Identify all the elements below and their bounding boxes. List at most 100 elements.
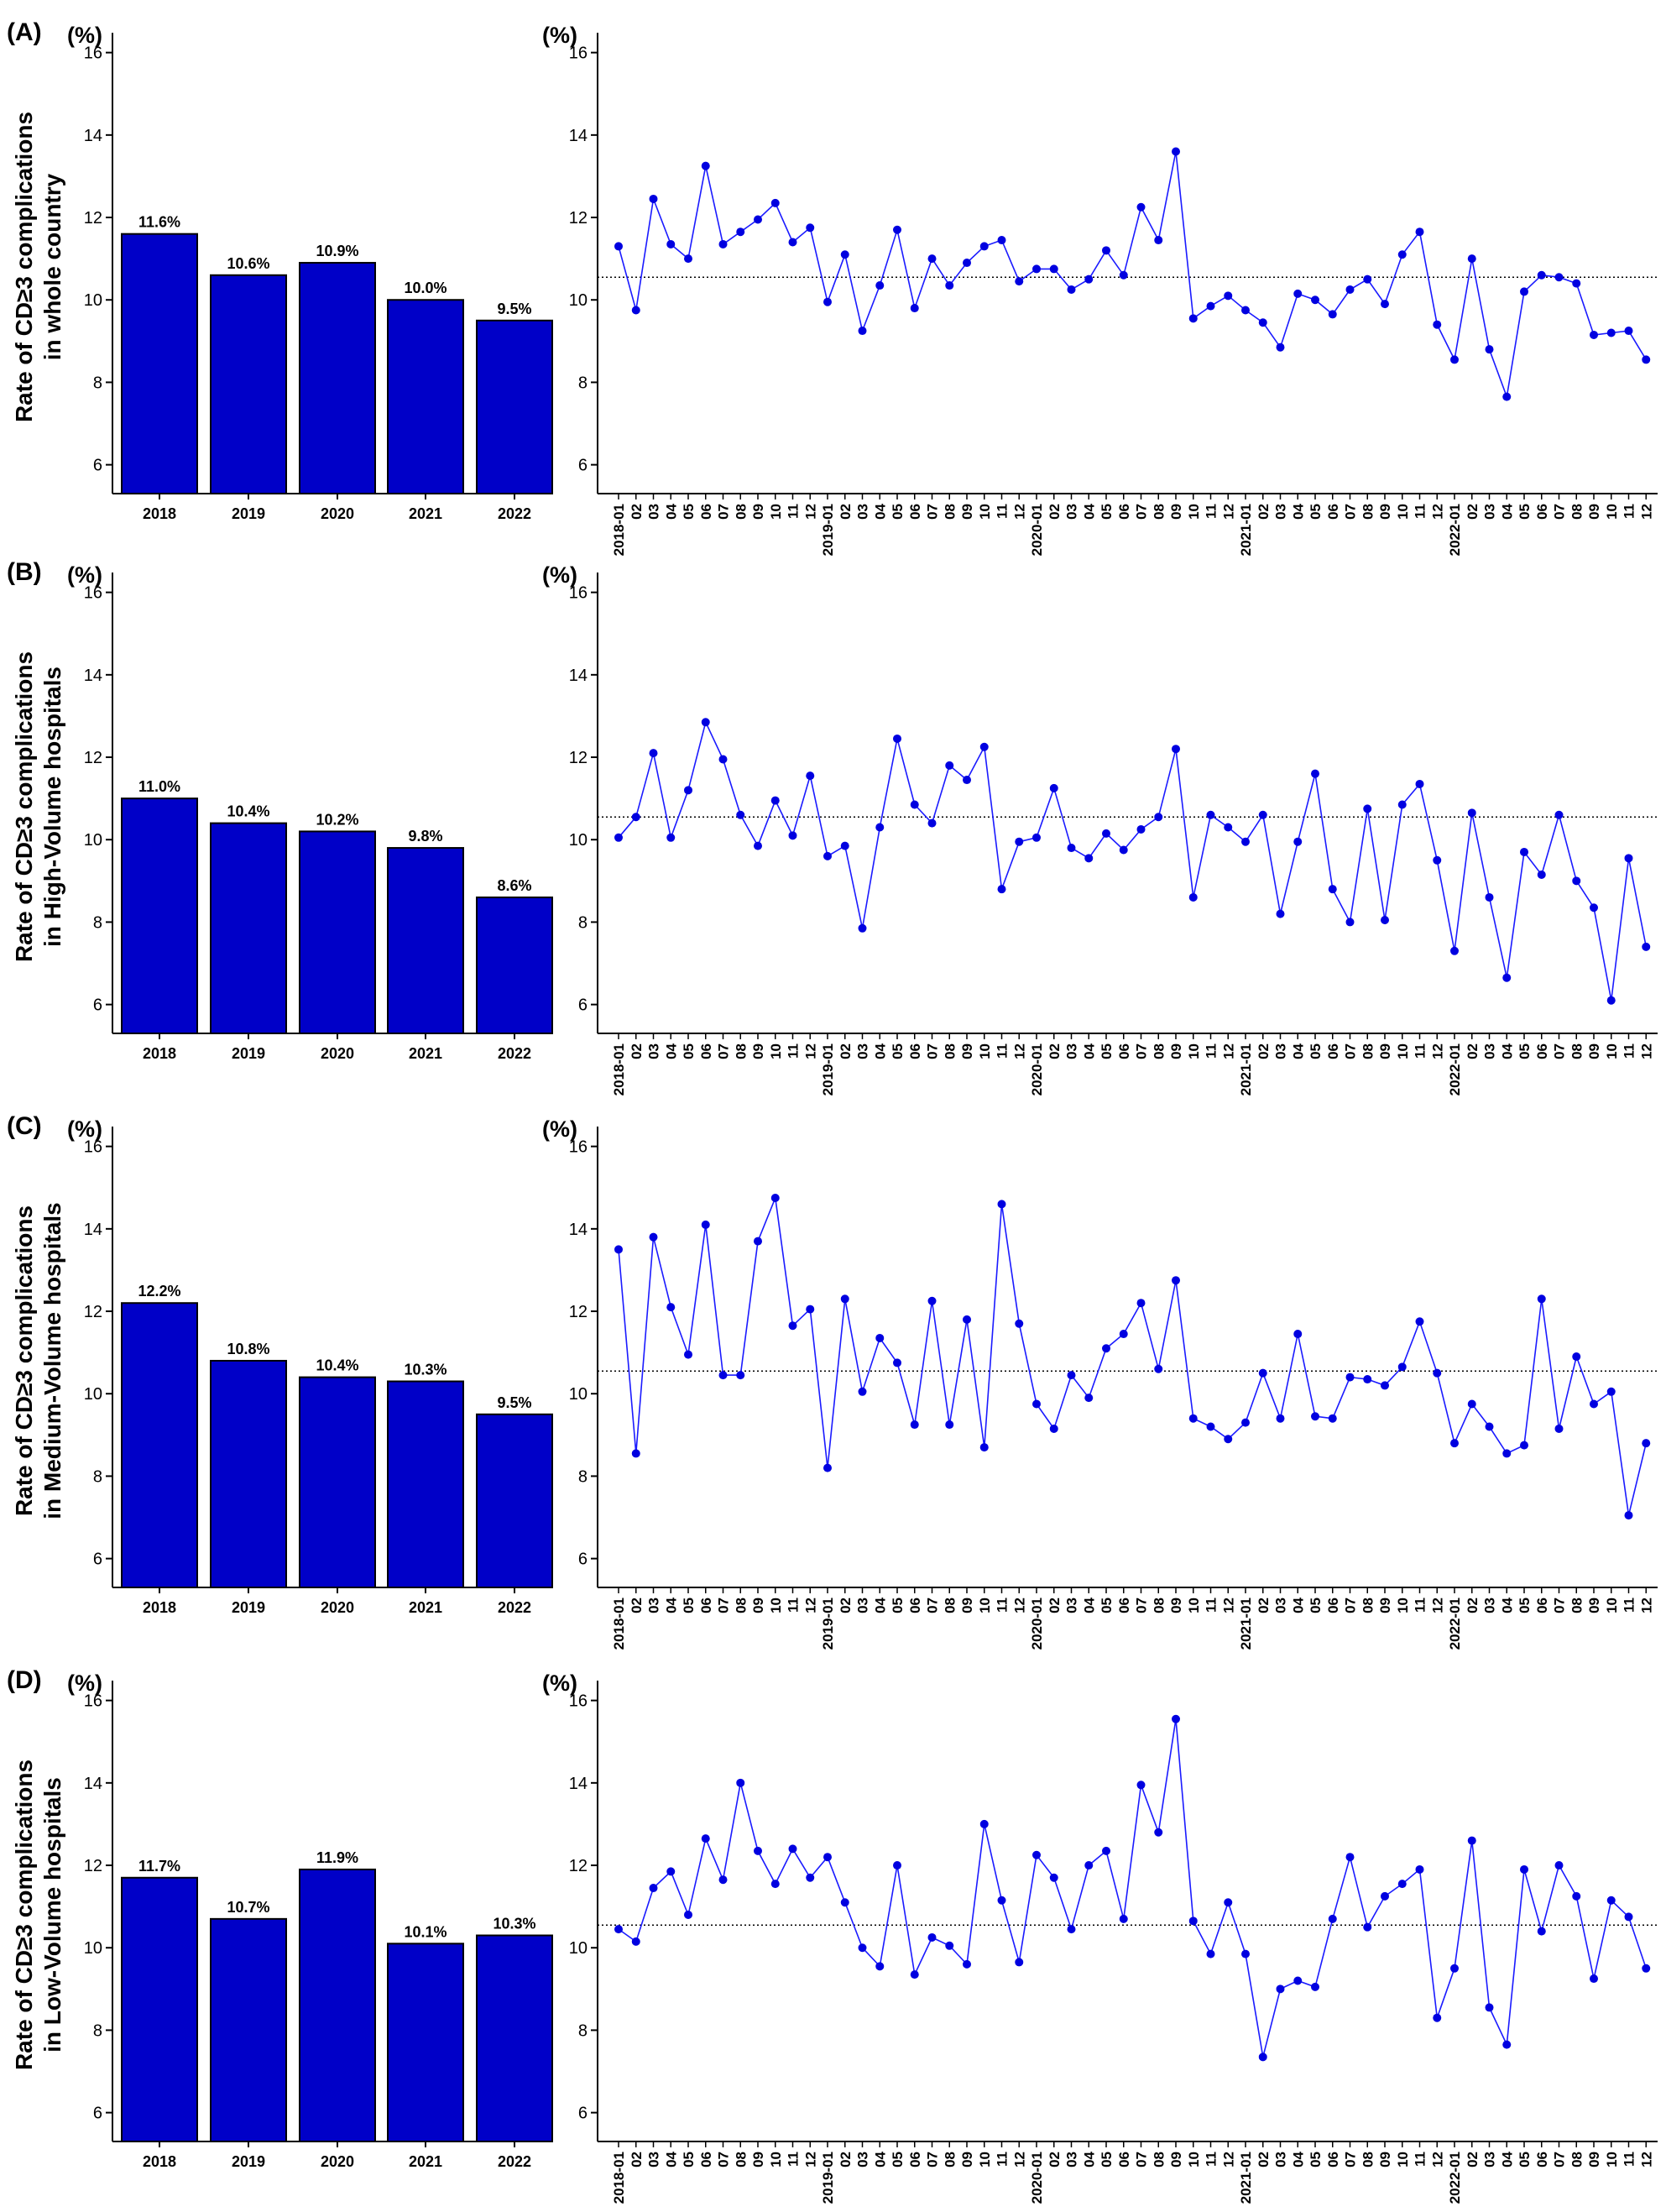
month-tick-label: 03 [1064,1598,1080,1613]
bar-value-label: 11.9% [316,1849,358,1866]
line-y-tick-label: 12 [569,1857,588,1875]
data-point [963,1315,971,1324]
month-tick-label: 08 [733,504,749,520]
month-tick-label: 03 [855,1598,871,1613]
month-tick-label: 07 [1343,1598,1359,1613]
data-point [1397,250,1407,259]
month-tick-label: 06 [698,504,714,520]
line-y-tick-label: 16 [569,1138,588,1157]
bar-value-label: 10.4% [316,1357,358,1374]
data-point [1381,1381,1389,1390]
data-point [875,1962,885,1971]
data-point [1502,2040,1512,2049]
month-tick-label: 11 [1413,1598,1428,1613]
month-tick-label: 10 [1395,504,1411,520]
month-tick-label: 08 [1360,1043,1376,1059]
bar-value-label: 11.7% [138,1858,180,1875]
month-tick-label: 12 [1011,504,1027,520]
month-tick-label: 02 [629,2152,645,2168]
bar-y-tick-label: 14 [84,127,102,145]
month-tick-label: 07 [716,2152,732,2168]
month-tick-label: 09 [750,504,766,520]
data-point [1206,810,1215,819]
data-point [1154,813,1163,822]
month-tick-label: 2018-01 [611,504,627,556]
data-point [1537,1294,1546,1304]
month-tick-label: 12 [1011,2152,1027,2168]
bar-value-label: 10.3% [493,1916,535,1932]
bar-y-tick-label: 16 [84,1138,102,1157]
data-point [1415,779,1424,788]
month-tick-label: 08 [733,1598,749,1613]
month-tick-label: 10 [1604,504,1620,520]
bar [387,1380,464,1589]
data-point [788,831,797,840]
data-point [1049,783,1058,792]
bar-y-unit: (%) [67,23,102,48]
month-tick-label: 07 [925,504,941,520]
data-point [684,786,692,795]
data-point [1624,327,1633,336]
data-point [1049,1873,1058,1882]
data-point [718,239,728,248]
line-y-tick-label: 8 [578,2021,588,2040]
data-point [631,1449,640,1458]
data-point [1293,837,1303,846]
month-tick-label: 10 [1604,1598,1620,1613]
data-point [614,1925,623,1934]
data-point [1572,279,1581,288]
bar-value-label: 10.0% [404,280,447,296]
data-point [1624,1511,1633,1520]
data-point [1363,1375,1372,1384]
line-y-tick-label: 10 [569,291,588,310]
bar-value-label: 8.6% [497,877,531,894]
line-y-tick-label: 6 [578,2105,588,2123]
month-tick-label: 03 [1064,2152,1080,2168]
month-tick-label: 08 [1151,1598,1167,1613]
bar-category-label: 2018 [143,2153,176,2170]
bar [387,1943,464,2142]
data-point [1015,1958,1024,1967]
month-tick-label: 05 [1099,1043,1115,1059]
data-point [823,297,832,306]
month-tick-label: 09 [1586,504,1602,520]
month-tick-label: 05 [890,2152,906,2168]
data-point [1433,1368,1442,1378]
bar-y-tick-label: 12 [84,749,102,767]
line-y-unit: (%) [542,23,577,48]
month-tick-label: 2021-01 [1238,1598,1254,1650]
data-point [1450,1964,1459,1973]
data-point [1311,1412,1319,1421]
month-tick-label: 04 [1290,503,1306,519]
month-tick-label: 12 [1011,1043,1027,1059]
month-tick-label: 2020-01 [1029,504,1045,556]
month-tick-label: 12 [1638,1598,1654,1613]
data-point [1067,844,1076,853]
data-point [1363,804,1372,813]
bar-category-label: 2019 [232,1599,265,1616]
month-tick-label: 09 [1168,2152,1184,2168]
bar-y-tick-label: 14 [84,667,102,685]
data-point [963,776,971,785]
month-tick-label: 2019-01 [820,504,836,556]
bar-y-tick-label: 14 [84,1775,102,1793]
data-point [1206,301,1215,311]
month-tick-label: 02 [1047,1043,1063,1059]
line-y-tick-label: 8 [578,1467,588,1486]
month-tick-label: 04 [1499,1597,1515,1613]
data-point [1590,1974,1598,1984]
month-tick-label: 12 [1220,1043,1236,1059]
bar-value-label: 10.4% [227,803,269,820]
month-tick-label: 02 [1465,1598,1481,1613]
data-point [858,1943,867,1953]
month-tick-label: 12 [1638,2152,1654,2168]
month-tick-label: 04 [1081,1043,1097,1059]
data-point [893,225,901,234]
month-tick-label: 2019-01 [820,1598,836,1650]
data-point [1224,291,1233,301]
data-point [754,1237,762,1246]
month-tick-label: 10 [768,504,784,520]
data-point [823,1853,832,1862]
month-tick-label: 07 [1343,1043,1359,1059]
month-tick-label: 03 [1482,1598,1498,1613]
